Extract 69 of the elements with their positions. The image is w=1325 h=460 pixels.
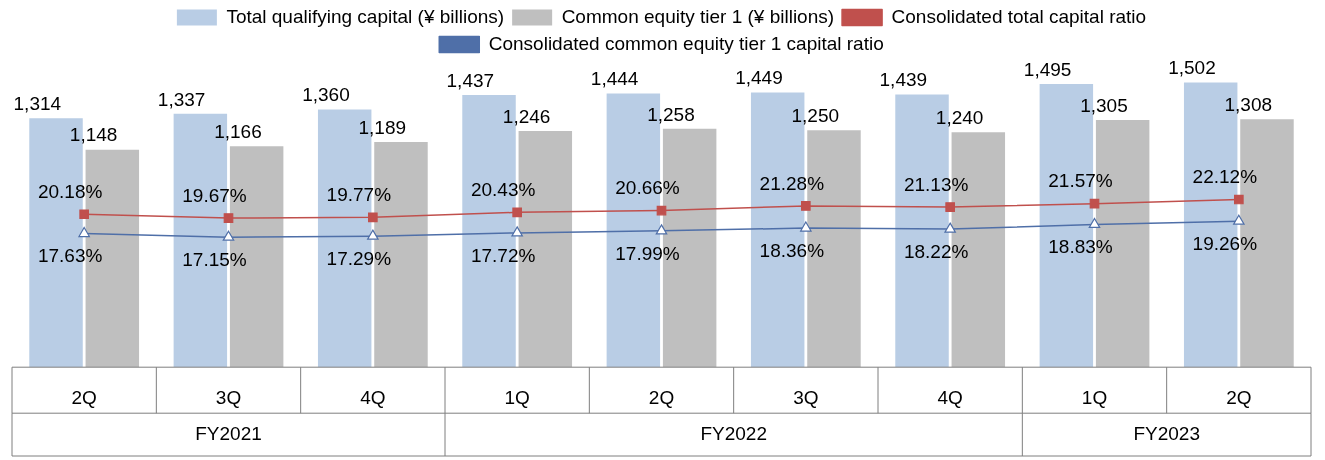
point [222,230,235,241]
x-tick-label: 2Q [1226,386,1252,408]
data-label: 17.15% [182,248,247,270]
text: FY2023 [1133,422,1200,444]
data-label: 1,166 [214,120,262,142]
point [800,201,811,211]
point [367,212,378,223]
x-tick-label: 2Q [71,386,97,408]
data-label: 1,308 [1224,94,1273,116]
legend-label: Consolidated total capital ratio [891,5,1147,27]
point [1089,198,1100,209]
data-label: 19.26% [1192,232,1258,254]
data-label: 1,502 [1168,57,1216,79]
x-tick-label: 3Q [215,386,242,408]
point [512,207,523,218]
x-tick-label: 4Q [937,386,963,408]
x-tick-label: 1Q [504,386,530,408]
x-tick-label: 1Q [1081,386,1108,408]
data-label: 18.36% [759,239,825,261]
point [944,222,956,233]
data-label: 19.77% [326,184,392,206]
data-label: 20.66% [615,177,680,199]
data-label: 22.12% [1192,166,1258,188]
point [1233,214,1245,225]
data-label: 21.13% [903,173,969,195]
text: FY2022 [700,422,767,444]
legend-label: Total qualifying capital (¥ billions) [226,5,505,27]
data-label: 1,305 [1080,94,1128,116]
data-label: 1,444 [590,68,639,90]
point [945,202,956,212]
data-label: 1,258 [647,103,695,125]
data-label: 1,189 [358,116,407,138]
point [511,226,523,237]
data-label: 1,495 [1023,58,1072,80]
data-label: 17.72% [470,244,536,266]
x-tick-label: 2Q [648,386,675,408]
data-label: 19.67% [182,184,247,206]
data-label: 18.22% [903,240,969,262]
point [800,221,812,232]
data-label: 20.18% [37,180,103,202]
point [79,209,90,220]
point [1088,217,1101,229]
point [367,229,379,240]
point [655,224,668,235]
data-label: 1,240 [935,106,984,128]
data-label: 17.99% [615,242,680,264]
data-label: 1,437 [446,69,495,91]
legend-label: Common equity tier 1 (¥ billions) [561,5,835,27]
data-label: 1,449 [735,67,783,89]
data-label: 21.57% [1048,170,1113,192]
x-tick-label: 4Q [360,386,386,408]
data-label: 1,337 [157,88,206,110]
data-label: 1,246 [502,105,551,127]
text: FY2021 [195,422,262,444]
data-label: 21.28% [759,172,825,194]
data-label: 1,250 [791,105,840,127]
data-label: 1,314 [13,92,62,114]
x-tick-label: 3Q [793,386,819,408]
data-label: 1,439 [879,69,928,91]
data-label: 18.83% [1048,236,1113,258]
data-label: 20.43% [470,179,536,201]
data-label: 17.63% [37,245,103,267]
data-label: 1,148 [69,124,118,146]
point [223,213,234,223]
data-label: 1,360 [302,84,350,106]
data-label: 17.29% [326,247,392,269]
point [78,226,90,238]
point [1233,194,1244,205]
legend-label: Consolidated common equity tier 1 capital ratio [488,32,884,54]
